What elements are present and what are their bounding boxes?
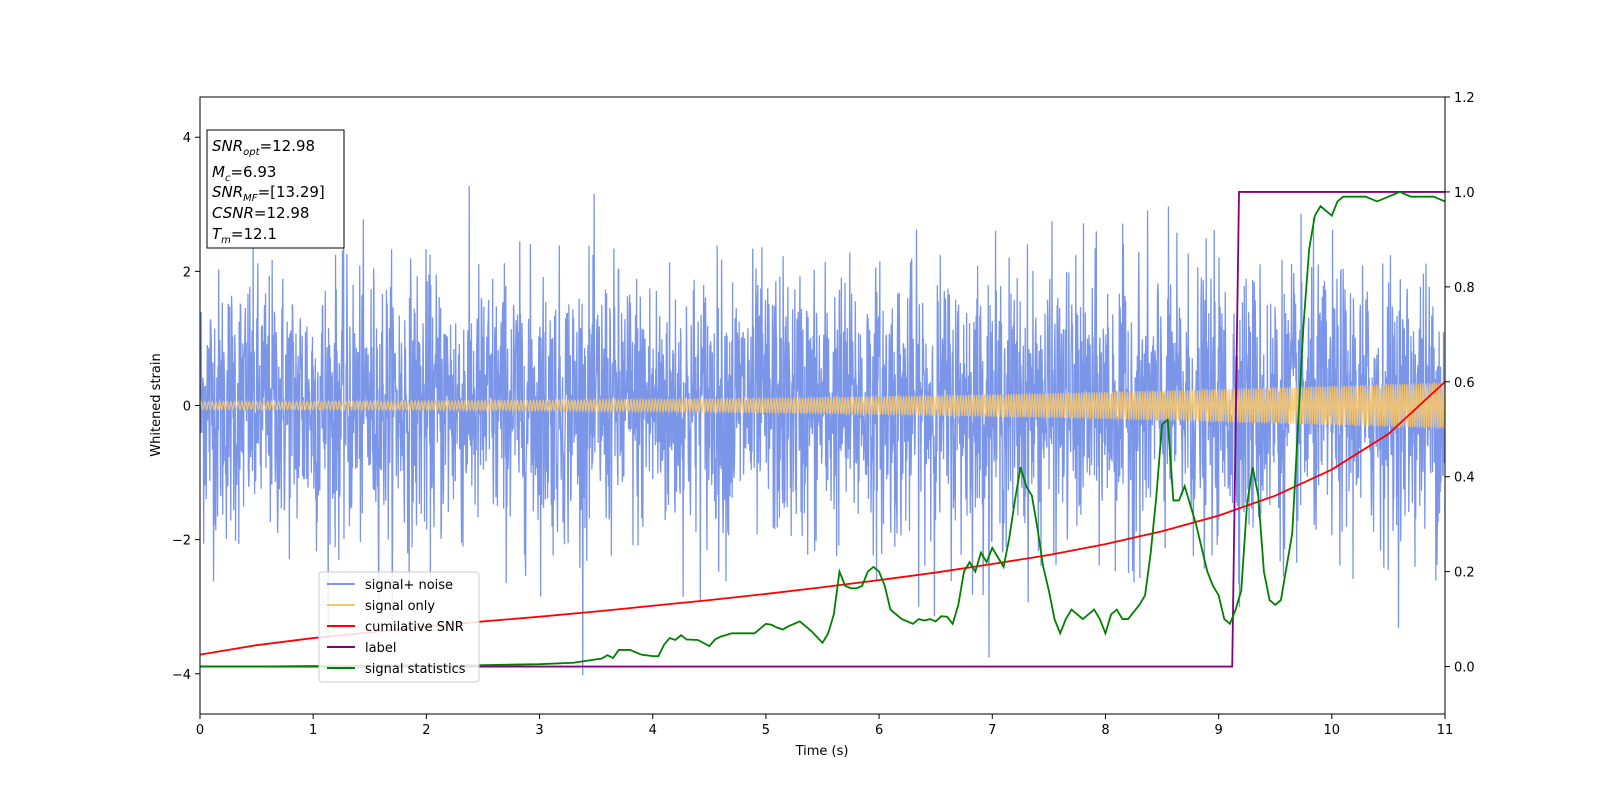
x-tick-label: 2 [422,723,430,738]
y-tick-label: 0 [183,400,191,415]
y-tick-label: −4 [172,668,191,683]
x-tick-label: 3 [535,723,543,738]
y2-tick-label: 0.8 [1454,281,1475,296]
y2-tick-label: 1.0 [1454,186,1475,201]
x-tick-label: 7 [988,723,996,738]
annotation-box: SNRopt=12.98 Mc=6.93 SNRMF=[13.29] CSNR=… [206,129,345,249]
legend-entry-label: label [365,641,396,656]
signal-statistics-series [200,190,1445,668]
x-axis-ticks: 0 1 2 3 4 5 6 7 8 9 10 11 [196,714,1453,738]
x-tick-label: 5 [762,723,770,738]
signal-only-series [200,382,1445,429]
y-tick-label: 2 [183,265,191,280]
legend-entry-label: signal+ noise [365,578,453,593]
y2-axis-ticks: 1.2 1.0 0.8 0.6 0.4 0.2 0.0 [1445,91,1475,676]
snr-opt-annotation: SNRopt=12.98 [212,137,315,158]
snr-mf-annotation: SNRMF=[13.29] [212,183,325,204]
x-tick-label: 9 [1214,723,1222,738]
signal-noise-series [200,185,1445,676]
csnr-annotation: CSNR=12.98 [212,204,309,222]
y2-tick-label: 1.2 [1454,91,1475,106]
legend-entry-label: signal statistics [365,662,466,677]
y-axis-label: Whitened strain [149,353,164,456]
label-series [200,191,1445,668]
signal-noise-line [200,185,1445,676]
y2-tick-label: 0.2 [1454,566,1475,581]
x-tick-label: 1 [309,723,317,738]
signal-statistics-line [200,190,1445,668]
y-axis-ticks: 4 2 0 −2 −4 [172,131,200,683]
legend: signal+ noise signal only cumilative SNR la… [318,571,480,683]
x-axis-label: Time (s) [795,744,849,759]
x-tick-label: 8 [1101,723,1109,738]
y2-tick-label: 0.4 [1454,471,1475,486]
y2-tick-label: 0.0 [1454,661,1475,676]
signal-only-line [200,382,1445,429]
y-tick-label: 4 [183,131,191,146]
y2-tick-label: 0.6 [1454,376,1475,391]
x-tick-label: 6 [875,723,883,738]
legend-entry-label: cumilative SNR [365,620,464,635]
legend-entry-label: signal only [365,599,435,614]
x-tick-label: 11 [1437,723,1454,738]
x-tick-label: 10 [1324,723,1341,738]
label-line [200,191,1445,668]
x-tick-label: 0 [196,723,204,738]
y-tick-label: −2 [172,534,191,549]
mc-annotation: Mc=6.93 [212,163,276,184]
x-tick-label: 4 [649,723,657,738]
tm-annotation: Tm=12.1 [212,225,277,246]
